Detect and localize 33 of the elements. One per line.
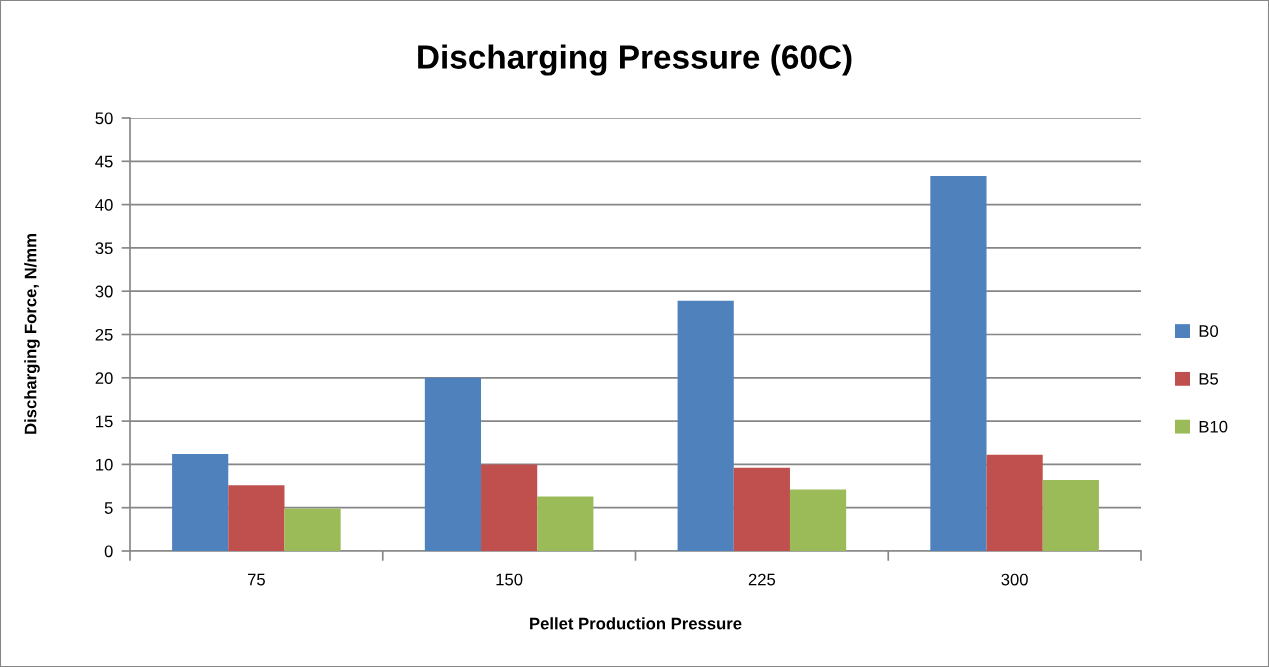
y-tick-label: 30 [95,285,113,298]
x-tick-label: 150 [496,573,523,586]
bar [930,176,987,551]
bar [228,485,285,551]
legend-label: B10 [1199,420,1228,433]
y-tick-label: 25 [95,328,113,341]
bar [677,300,734,551]
x-tick-label: 300 [1001,573,1028,586]
bar [1042,479,1099,551]
y-tick-label: 10 [96,458,113,471]
bar [986,454,1043,551]
bar [789,489,847,551]
x-tick-label: 75 [247,573,265,586]
x-axis-title: Pellet Production Pressure [530,617,742,630]
bar [284,508,341,551]
bar [733,467,790,551]
y-tick-label: 0 [104,545,113,558]
bar [481,464,538,551]
y-axis-title: Discharging Force, N/mm [24,234,40,434]
bar [537,496,594,551]
y-tick-label: 45 [95,155,113,168]
bar [172,454,229,551]
y-tick-label: 50 [95,112,113,125]
x-tick-label: 225 [748,573,776,586]
legend-label: B5 [1199,373,1219,385]
bar [424,377,482,551]
y-tick-label: 15 [96,415,113,428]
y-tick-label: 20 [95,372,113,384]
y-tick-label: 35 [95,242,113,255]
y-tick-label: 5 [104,502,113,514]
legend-label: B0 [1199,325,1219,337]
y-tick-label: 40 [95,199,113,211]
chart-title: Discharging Pressure (60C) [418,44,852,76]
